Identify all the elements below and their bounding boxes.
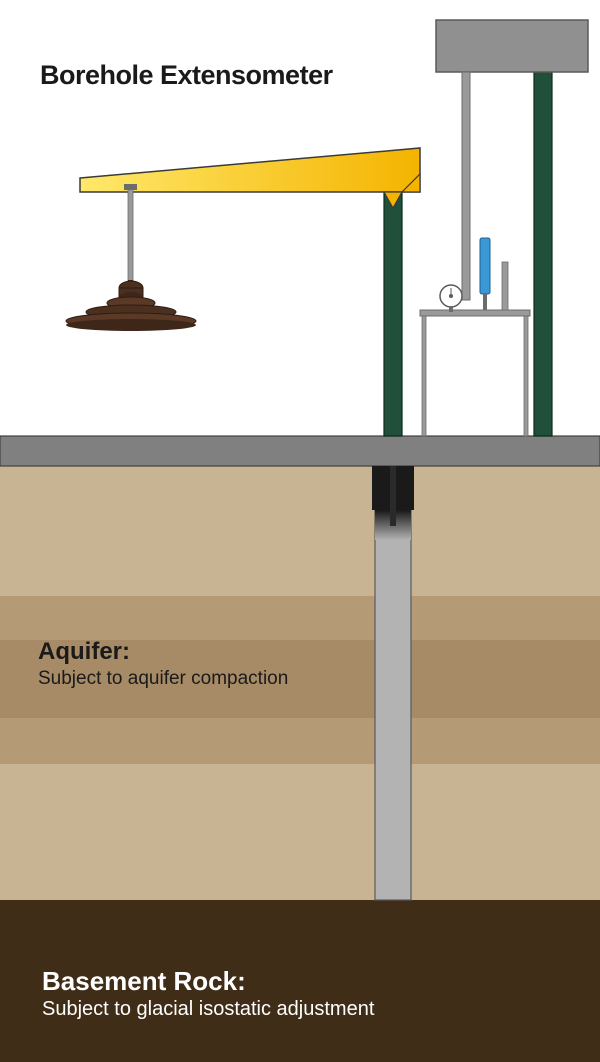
borehole-inner-rod xyxy=(390,466,396,526)
soil-layer-1 xyxy=(0,466,600,596)
scene-svg xyxy=(0,0,600,1062)
secondary-pipe xyxy=(502,262,508,310)
lvdt-sensor xyxy=(480,238,490,294)
right-post xyxy=(534,72,552,436)
basement-subtitle: Subject to glacial isostatic adjustment xyxy=(42,998,374,1021)
soil-layer-5 xyxy=(0,764,600,900)
diagram-canvas: Borehole Extensometer xyxy=(0,0,600,1062)
soil-layer-4 xyxy=(0,718,600,764)
hanger-rod xyxy=(128,188,133,288)
instrument-table-bar xyxy=(420,310,530,316)
table-leg-left xyxy=(422,316,426,436)
above-ground-group xyxy=(66,20,588,436)
pivot-post xyxy=(384,188,402,436)
aquifer-subtitle: Subject to aquifer compaction xyxy=(38,668,288,690)
soil-layer-2 xyxy=(0,596,600,640)
borehole-group xyxy=(372,466,414,900)
lvdt-stem xyxy=(483,294,487,310)
borehole-casing xyxy=(375,500,411,900)
hanger-top-clip xyxy=(124,184,137,190)
aquifer-title: Aquifer: xyxy=(38,638,130,666)
basement-title: Basement Rock: xyxy=(42,966,246,997)
gauge-stem xyxy=(449,306,453,312)
enclosure-box xyxy=(436,20,588,72)
table-leg-right xyxy=(524,316,528,436)
ground-slab xyxy=(0,436,600,466)
counterweight-stack xyxy=(66,280,196,331)
riser-pipe xyxy=(462,72,470,300)
